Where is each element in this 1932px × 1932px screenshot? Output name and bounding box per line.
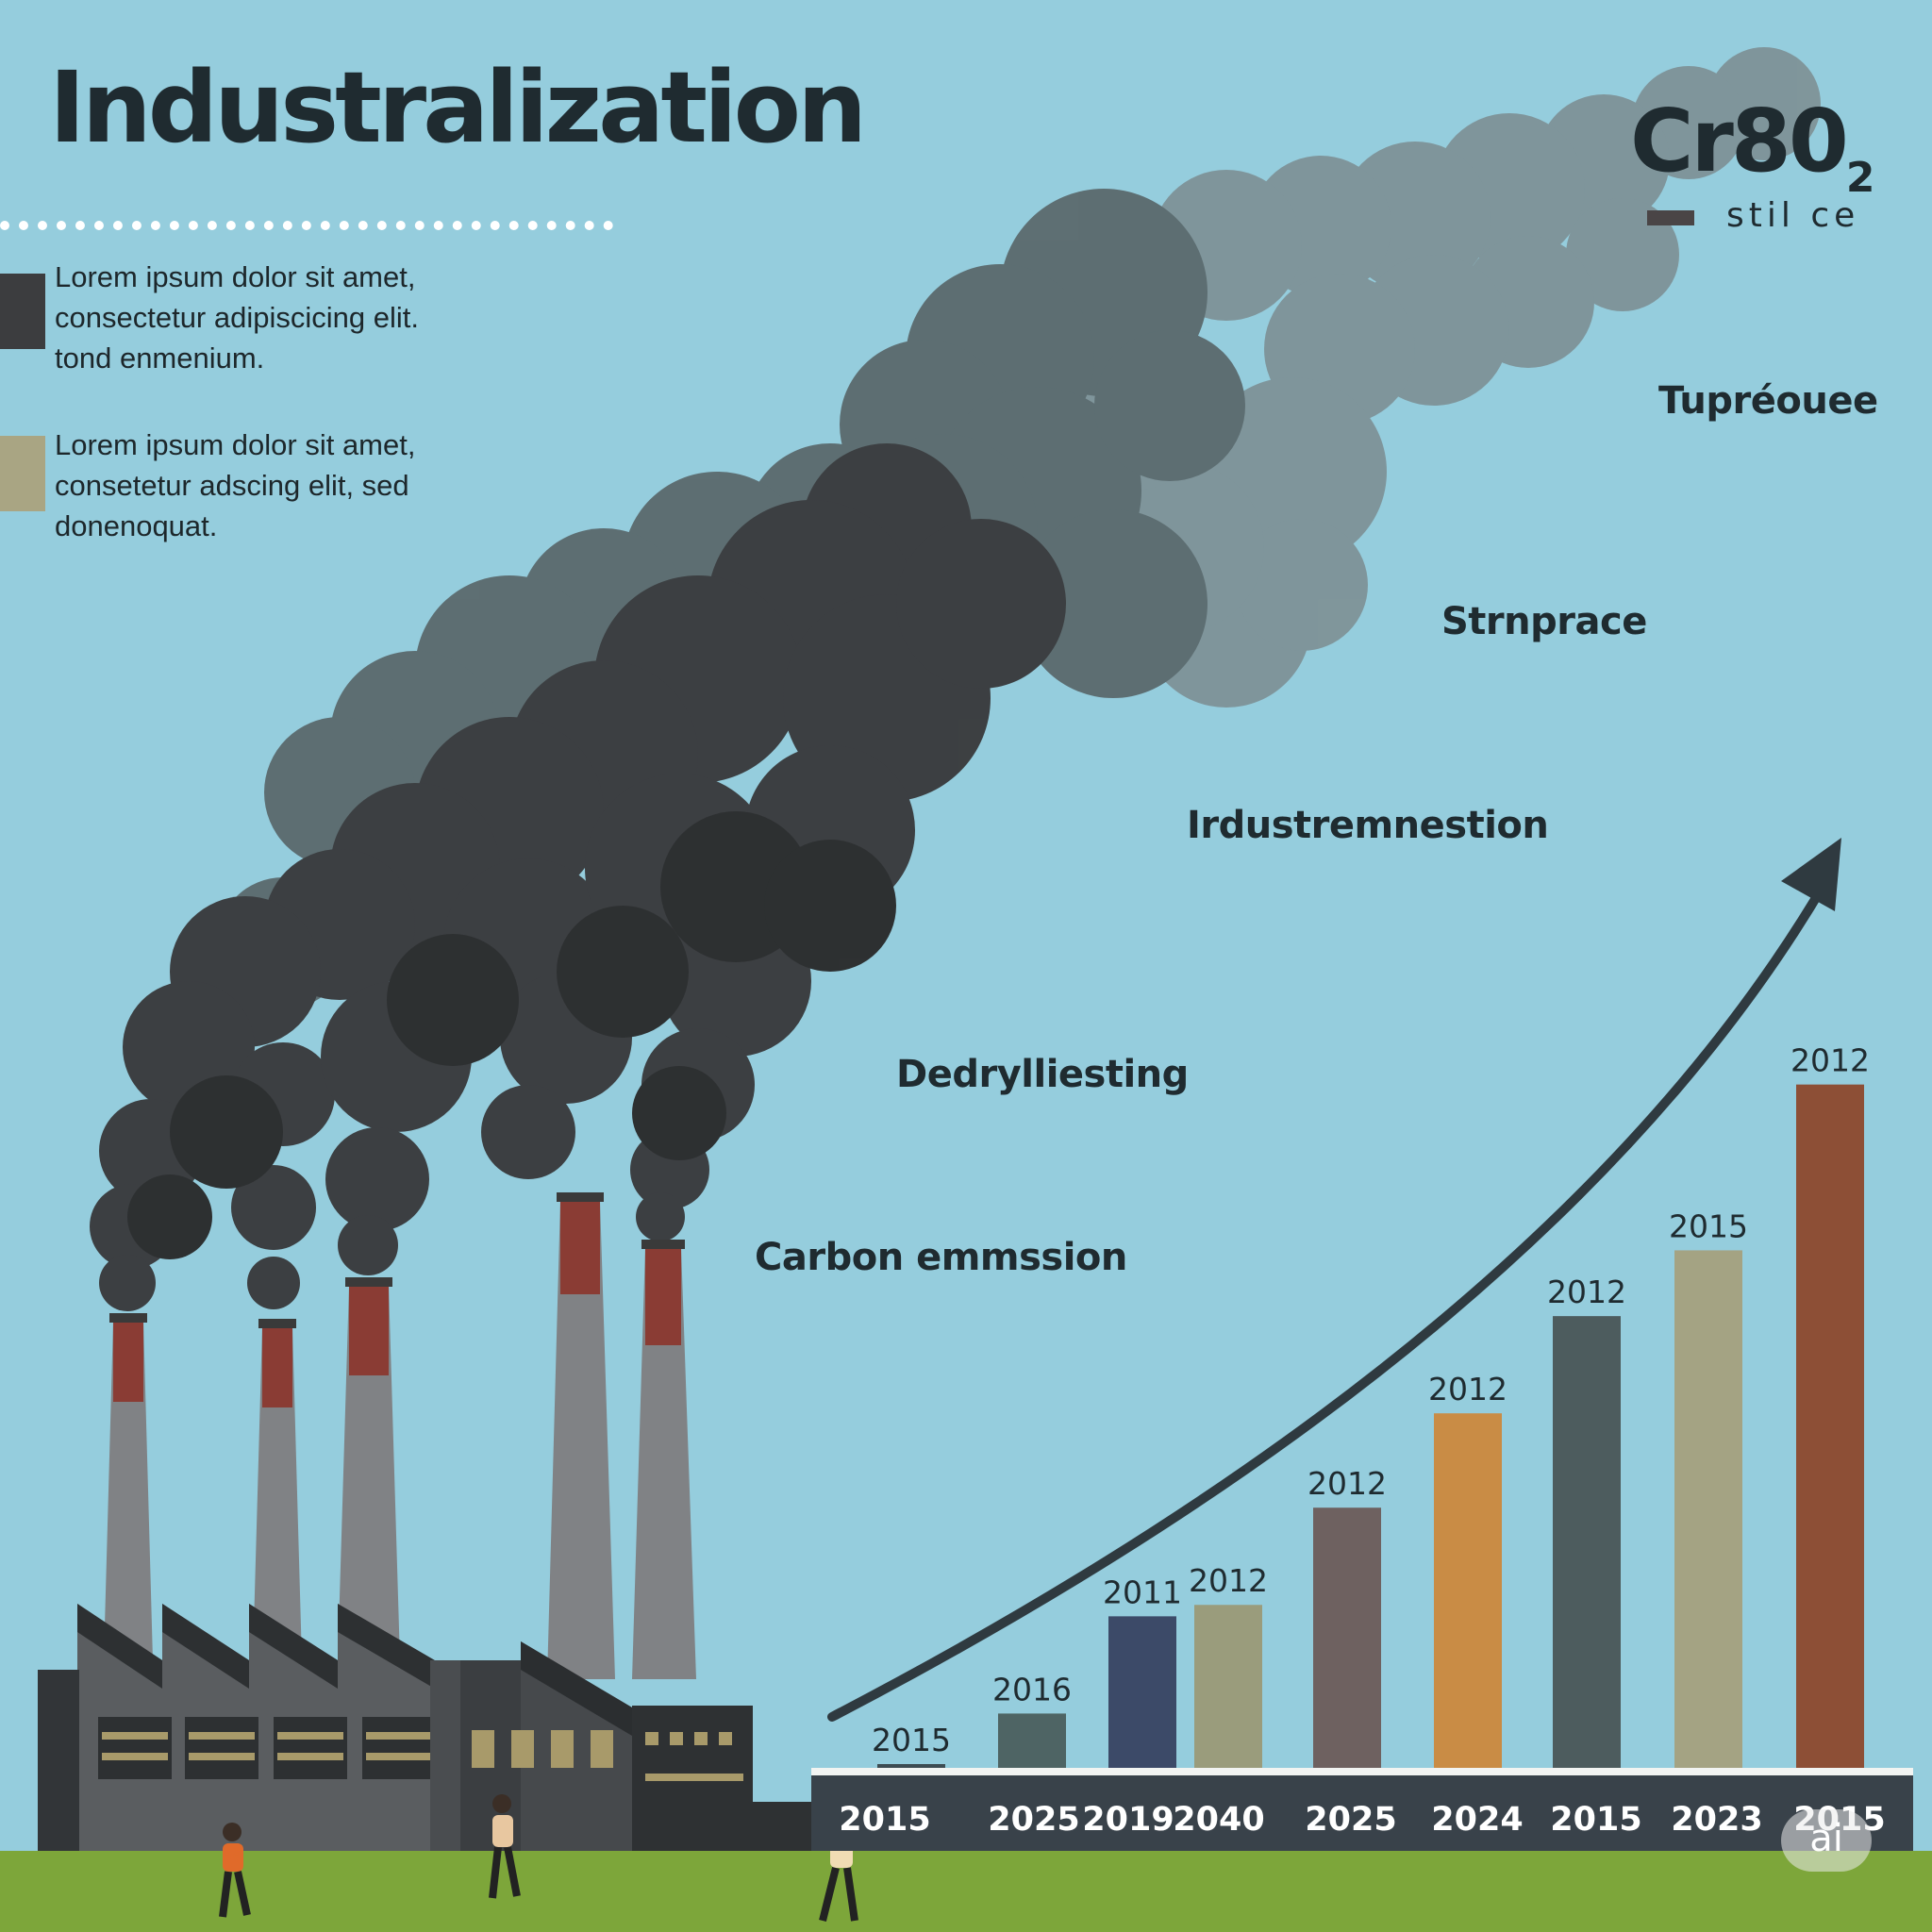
ground [0, 1851, 1932, 1932]
stage-label: Strnprace [1441, 600, 1647, 643]
x-axis-label: 2019 [1082, 1801, 1174, 1839]
chart-baseline [811, 1768, 1913, 1775]
bars [877, 1084, 1864, 1768]
co2-legend-dash [1647, 210, 1694, 225]
trend-arrow-head [1781, 838, 1841, 911]
bar [1434, 1413, 1502, 1768]
stage-label: Irdustremnestion [1187, 804, 1549, 847]
chimney [632, 1240, 696, 1679]
legend-swatch [0, 274, 45, 349]
bar-value-label: 2012 [1790, 1042, 1870, 1079]
bar-value-label: 2011 [1103, 1574, 1182, 1610]
worker-figure [219, 1823, 251, 1918]
bar [1313, 1507, 1381, 1768]
bar [1194, 1605, 1262, 1768]
bar-value-label: 2015 [1669, 1208, 1748, 1244]
factory [38, 1192, 813, 1851]
legend-swatch [0, 436, 45, 511]
x-axis-label: 2015 [1550, 1801, 1641, 1839]
x-axis-label: 2024 [1431, 1801, 1523, 1839]
x-axis-label: 2025 [1305, 1801, 1396, 1839]
chimney [338, 1277, 400, 1660]
x-axis-label: 2040 [1173, 1801, 1264, 1839]
chimney [104, 1313, 153, 1660]
bar [998, 1713, 1066, 1768]
watermark-badge: ai [1781, 1809, 1872, 1872]
trend-arrow [827, 877, 1830, 1722]
bar [1553, 1316, 1621, 1768]
stage-label: Dedrylliesting [896, 1053, 1189, 1096]
smoke-plume [90, 47, 1821, 1311]
legend-text: Lorem ipsum dolor sit amet, consetetur a… [55, 428, 416, 542]
co2-heading: Cr802 [1630, 98, 1875, 199]
page-title: Industralization [49, 50, 867, 165]
bar-value-label: 2012 [1428, 1371, 1507, 1407]
worker-figure [489, 1794, 521, 1899]
bar [1108, 1616, 1176, 1768]
bar-value-label: 2015 [872, 1722, 951, 1758]
chimney [253, 1319, 302, 1660]
stage-label: Carbon emmssion [755, 1236, 1127, 1279]
co2-subtitle: stil ce [1726, 196, 1860, 235]
x-axis-label: 2023 [1671, 1801, 1762, 1839]
bar [1674, 1250, 1742, 1768]
dotted-divider [0, 221, 613, 230]
bar-value-label: 2012 [1307, 1465, 1387, 1502]
co2-subscript: 2 [1845, 154, 1875, 202]
bar [877, 1764, 945, 1768]
x-axis-label: 2025 [988, 1801, 1079, 1839]
chart-axis-band [811, 1772, 1913, 1851]
x-axis-label: 2015 [839, 1801, 930, 1839]
bar-value-label: 2012 [1547, 1274, 1626, 1310]
stage-label: Tupréouee [1658, 379, 1878, 423]
bar-value-label: 2012 [1189, 1562, 1268, 1599]
chimney [547, 1192, 615, 1679]
legend-text: Lorem ipsum dolor sit amet, consectetur … [55, 260, 419, 375]
bar [1796, 1084, 1864, 1768]
co2-heading-text: Cr80 [1630, 91, 1849, 192]
x-axis-labels: 201520252019204020252024201520232015 [839, 1801, 1885, 1839]
bar-value-label: 2016 [992, 1671, 1072, 1707]
